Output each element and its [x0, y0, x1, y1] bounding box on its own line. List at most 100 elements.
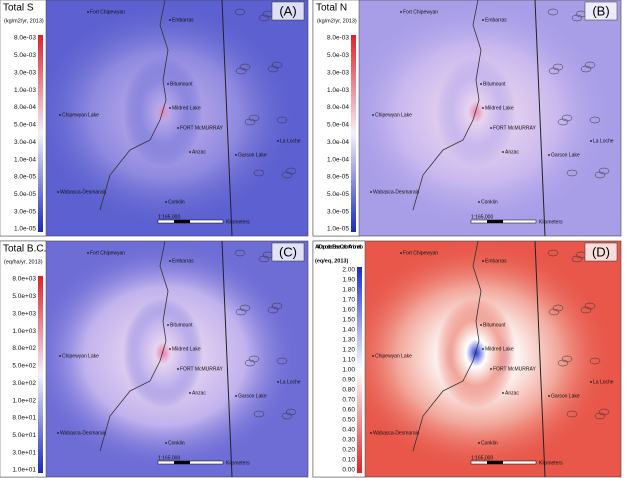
place-label: Bitumount	[170, 322, 193, 328]
deposition-core	[436, 57, 516, 167]
legend-label: 0.10	[342, 457, 355, 464]
place-label: Conklin	[481, 440, 498, 446]
lake	[239, 63, 251, 71]
lake	[239, 304, 251, 312]
place-dot	[370, 432, 372, 434]
place-dot	[59, 355, 61, 357]
legend-box	[312, 240, 366, 478]
place-label: Mildred Lake	[172, 346, 201, 352]
lake	[584, 61, 596, 69]
place-dot	[165, 201, 167, 203]
place-label: FORT McMURRAY	[493, 125, 536, 131]
legend-label: 5.0e-03	[14, 52, 36, 59]
legend-label: 5.0e-03	[327, 52, 349, 59]
lake	[561, 114, 573, 122]
legend-label: 1.0e-03	[327, 87, 349, 94]
place-dot	[59, 114, 61, 116]
lake	[267, 65, 279, 73]
place-dot	[478, 442, 480, 444]
river	[412, 0, 482, 211]
lake	[285, 408, 297, 416]
legend-label: 3.0e-04	[327, 139, 349, 146]
place-label: Fort Chipewyan	[403, 250, 438, 256]
lake	[235, 67, 247, 75]
place-label: Embarras	[172, 258, 194, 264]
place-label: Bitumount	[483, 322, 506, 328]
legend-label: 5.0e-04	[327, 122, 349, 129]
lake	[594, 412, 606, 420]
place-label: Embarras	[485, 258, 507, 264]
lake	[557, 118, 569, 126]
map-panel: Fort Chipewyan Embarras Bitumount Mildred L…	[312, 240, 622, 478]
province-border	[221, 0, 233, 237]
panel-letter-box	[584, 242, 618, 262]
place-label: Anzac	[192, 390, 206, 396]
map-panel: Fort Chipewyan Embarras Bitumount Mildred L…	[0, 240, 309, 478]
map-panel: Fort Chipewyan Embarras Bitumount Mildred L…	[312, 0, 622, 237]
place-label: Wabasca-Desmarais	[373, 430, 420, 436]
scale-ratio: 1:165,000	[158, 455, 180, 461]
panel-letter: (C)	[279, 244, 297, 259]
place-label: La Loche	[280, 138, 301, 144]
lake	[547, 8, 559, 16]
place-label: Chipewyan Lake	[62, 112, 99, 118]
place-label: Anzac	[505, 390, 519, 396]
lake	[598, 408, 610, 416]
lake	[561, 355, 573, 363]
place-dot	[169, 348, 171, 350]
panel-letter-box	[584, 1, 618, 21]
province-border	[534, 240, 546, 478]
scale-unit: Kilometers	[539, 460, 563, 466]
place-dot	[177, 127, 179, 129]
legend-label: 1.50	[342, 317, 355, 324]
scale-unit: Kilometers	[539, 219, 563, 225]
legend-label: 1.0e-05	[327, 226, 349, 233]
scale-bar	[470, 460, 537, 465]
legend-label: 3.0e+01	[12, 449, 36, 456]
place-label: Fort Chipewyan	[403, 9, 438, 15]
lake	[244, 359, 256, 367]
place-label: Chipewyan Lake	[375, 112, 412, 118]
legend-label: 1.40	[342, 327, 355, 334]
place-dot	[502, 151, 504, 153]
scale-bar	[157, 219, 224, 224]
place-label: Chipewyan Lake	[375, 353, 412, 359]
lake	[584, 302, 596, 310]
legend-units: (kg/m2/yr, 2013)	[4, 18, 44, 24]
place-dot	[169, 19, 171, 21]
place-dot	[189, 392, 191, 394]
panel-letter-box	[271, 242, 305, 262]
place-dot	[548, 154, 550, 156]
place-dot	[372, 355, 374, 357]
legend-label: 3.0e-04	[14, 139, 36, 146]
scale-bar-fill	[487, 461, 503, 464]
legend-units: (kg/m2/yr, 2013)	[317, 18, 357, 24]
legend-label: 8.0e-03	[327, 35, 349, 42]
lake	[253, 169, 265, 177]
lake	[271, 302, 283, 310]
legend-label: 8.0e-05	[14, 174, 36, 181]
lake	[589, 116, 601, 124]
place-dot	[87, 252, 89, 254]
lake	[566, 410, 578, 418]
place-label: Embarras	[172, 17, 194, 23]
place-dot	[167, 324, 169, 326]
lake	[235, 308, 247, 316]
legend-label: 1.0e-05	[14, 226, 36, 233]
place-label: Garson Lake	[551, 152, 580, 158]
place-label: Fort Chipewyan	[90, 250, 125, 256]
place-dot	[167, 83, 169, 85]
lake	[267, 306, 279, 314]
lake	[552, 63, 564, 71]
legend-label: 1.0e-03	[14, 87, 36, 94]
place-label: Mildred Lake	[172, 105, 201, 111]
legend-label: 0.70	[342, 397, 355, 404]
place-dot	[189, 151, 191, 153]
place-dot	[502, 392, 504, 394]
place-label: Mildred Lake	[485, 346, 514, 352]
place-dot	[482, 19, 484, 21]
lake	[594, 171, 606, 179]
lake	[281, 171, 293, 179]
place-label: Bitumount	[483, 81, 506, 87]
place-dot	[400, 11, 402, 13]
